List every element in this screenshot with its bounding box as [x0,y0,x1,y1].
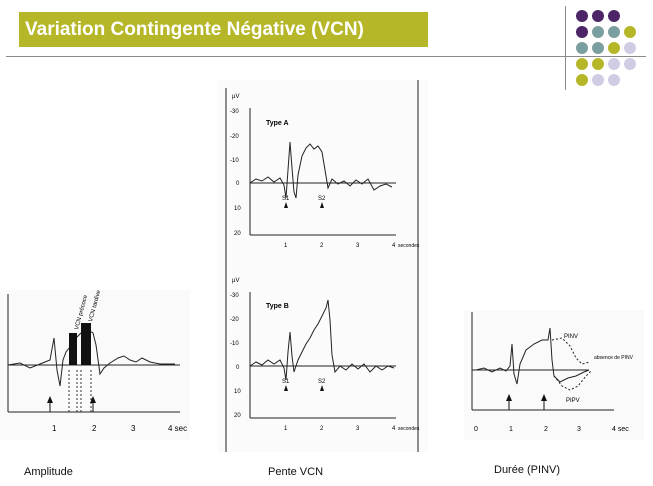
s2-label: S2 [318,379,326,385]
s1-label: S1 [282,379,290,385]
dot [624,58,636,70]
pipv-curve [553,369,593,391]
y-unit-label: µV [232,94,239,100]
y-unit-label: µV [232,278,239,284]
erp-trace [475,327,590,385]
s2-marker [320,385,324,391]
late-vcn-bar [81,323,91,365]
s1-marker [284,202,288,208]
y-tick-label: 0 [236,365,240,371]
x-tick-label: 4 [392,243,396,249]
y-tick-label: -20 [230,134,239,140]
dot [624,42,636,54]
x-unit-label: secondes [398,243,420,249]
erp-trace-type-b [249,299,395,381]
slope-figure: µV -30 -20 -10 0 10 20 Type A S1 S2 1 2 … [218,80,428,452]
caption-amplitude: Amplitude [24,466,73,478]
s2-label: S2 [318,196,326,202]
dot [576,42,588,54]
y-tick-label: -30 [230,109,239,115]
slide-title-banner: Variation Contingente Négative (VCN) [19,12,428,47]
y-tick-label: 20 [234,231,241,237]
x-tick-label: 3 [356,243,360,249]
s1-marker [284,385,288,391]
type-label: Type A [266,120,289,127]
y-tick-label: 10 [234,206,241,212]
dot [592,74,604,86]
s1-label: S1 [282,196,290,202]
amplitude-figure: 1 2 3 4 sec VCN précoce VCN tardive [0,290,190,440]
dot [592,42,604,54]
x-tick-label: 3 [131,424,136,433]
y-tick-label: -30 [230,293,239,299]
x-tick-label: 4 sec [612,426,629,433]
dot [592,10,604,22]
y-tick-label: -20 [230,317,239,323]
y-tick-label: 0 [236,181,240,187]
early-vcn-bar [69,333,77,365]
dot [576,26,588,38]
arrow-head [541,394,547,401]
pipv-label: PIPV [566,398,580,404]
caption-duration: Durée (PINV) [494,464,561,476]
dot [576,10,588,22]
x-tick-label: 3 [356,426,360,432]
header-divider-horizontal [6,56,646,57]
y-tick-label: 10 [234,389,241,395]
x-tick-label: 0 [474,426,478,433]
pinv-label: PINV [564,334,578,340]
dot [624,26,636,38]
decorative-dot-grid [576,10,648,88]
arrow-head [47,396,53,403]
y-tick-label: -10 [230,341,239,347]
x-tick-label: 1 [52,424,57,433]
x-tick-label: 1 [509,426,513,433]
caption-slope: Pente VCN [268,466,324,478]
dot [608,26,620,38]
x-tick-label: 2 [92,424,97,433]
dot [608,10,620,22]
x-tick-label: 2 [320,426,324,432]
dot [608,74,620,86]
x-tick-label: 4 sec [168,424,187,433]
x-tick-label: 2 [544,426,548,433]
dot [592,26,604,38]
x-unit-label: secondes [398,426,420,432]
dot [608,58,620,70]
y-tick-label: 20 [234,413,241,419]
dot [608,42,620,54]
header-divider-vertical [565,6,566,90]
arrow-head [506,394,512,401]
type-label: Type B [266,303,289,310]
slide-title: Variation Contingente Négative (VCN) [25,18,364,40]
x-tick-label: 4 [392,426,396,432]
s2-marker [320,202,324,208]
y-tick-label: -10 [230,158,239,164]
erp-trace-type-a [249,141,393,199]
x-tick-label: 1 [284,426,288,432]
x-tick-label: 3 [577,426,581,433]
duration-figure: PINV absence de PINV PIPV 0 1 2 3 4 sec [464,310,644,440]
no-pinv-label: absence de PINV [594,355,634,361]
dot [592,58,604,70]
arrow-head [90,396,96,403]
dot [576,58,588,70]
x-tick-label: 1 [284,243,288,249]
pinv-curve [551,337,591,365]
x-tick-label: 2 [320,243,324,249]
dot [576,74,588,86]
